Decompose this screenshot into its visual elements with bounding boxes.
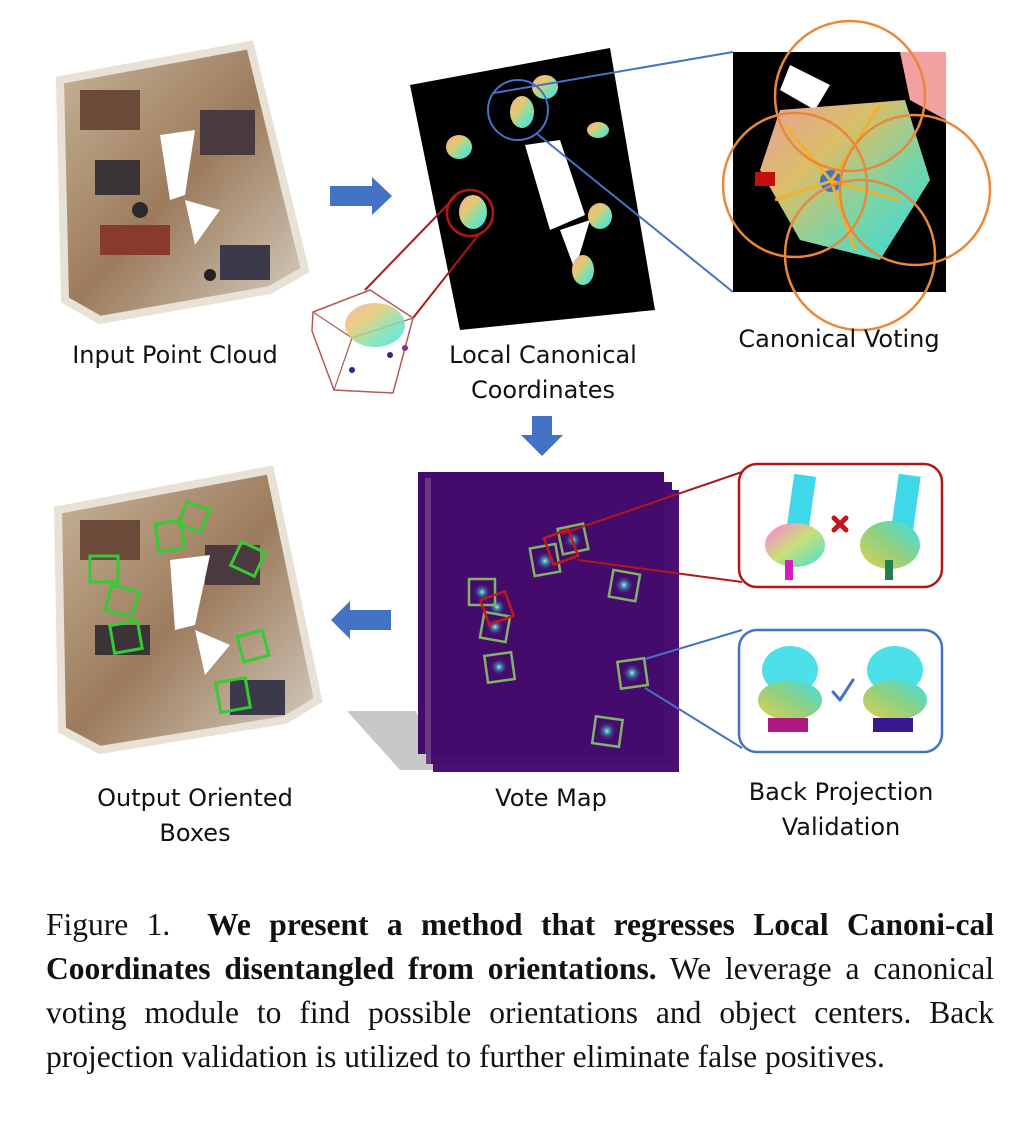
arrow-right-icon [330, 177, 392, 215]
label-local-canonical-line1: Local Canonical [449, 341, 637, 369]
caption-prefix: Figure 1. [46, 907, 171, 942]
label-back-projection: Back Projection Validation [716, 775, 966, 845]
label-output-oriented-boxes: Output Oriented Boxes [70, 781, 320, 851]
label-canonical-voting: Canonical Voting [738, 325, 940, 353]
local-canonical-coordinates-image [410, 48, 655, 330]
input-point-cloud-image [55, 40, 310, 325]
vote-map-image [347, 472, 679, 772]
figure-caption: Figure 1. We present a method that regre… [46, 903, 994, 1079]
label-output-line2: Boxes [159, 819, 231, 847]
canonical-voting-image [721, 19, 992, 332]
valid-projection-panel [737, 628, 944, 754]
output-oriented-boxes-image [53, 465, 323, 755]
cross-icon [831, 515, 849, 533]
label-input-point-cloud: Input Point Cloud [72, 341, 278, 369]
arrow-down-icon [521, 416, 563, 456]
label-back-projection-line2: Validation [781, 813, 901, 841]
arrow-left-icon [331, 601, 391, 639]
label-output-line1: Output Oriented [97, 784, 293, 812]
invalid-projection-panel [737, 462, 944, 589]
label-local-canonical-line2: Coordinates [470, 376, 616, 404]
figure-1-illustration [53, 19, 992, 772]
label-vote-map: Vote Map [495, 784, 607, 812]
caption-bold: We present a method that regresses Local… [46, 907, 995, 986]
label-local-canonical: Local Canonical Coordinates [418, 338, 668, 408]
caption-rest: We leverage a canonical voting module to… [46, 951, 995, 1074]
canonical-cube-inset [311, 289, 414, 394]
checkmark-icon [831, 678, 855, 702]
label-back-projection-line1: Back Projection [748, 778, 934, 806]
